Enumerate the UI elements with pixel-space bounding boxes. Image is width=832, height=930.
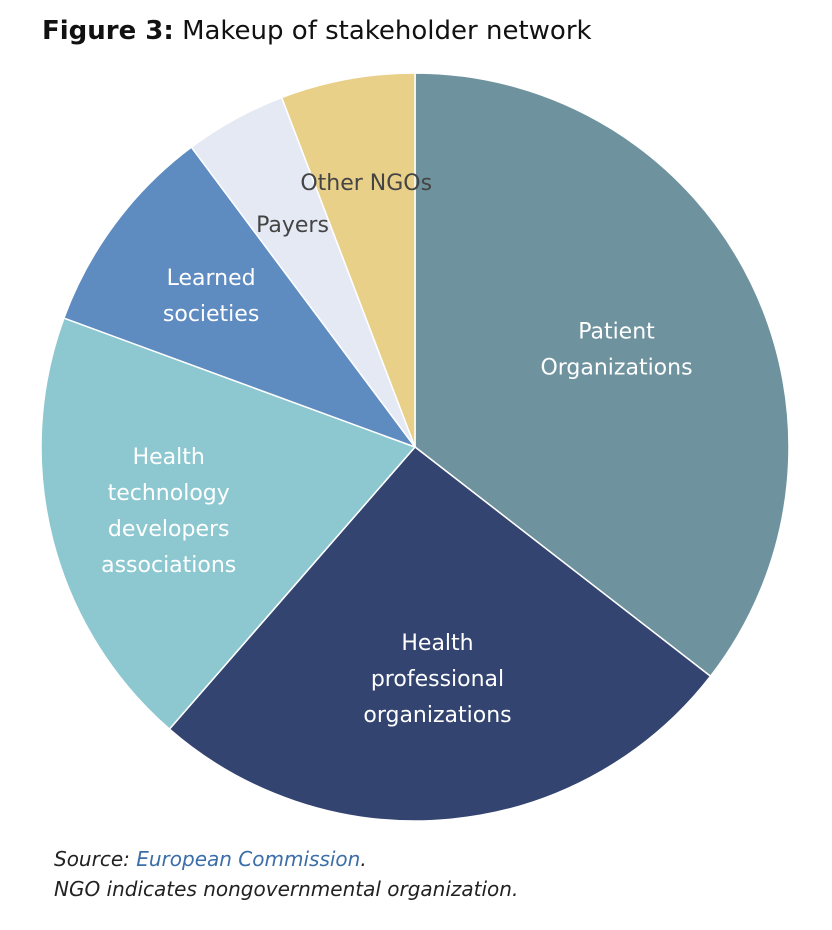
- figure-title: Figure 3: Makeup of stakeholder network: [42, 16, 592, 46]
- pie-slice-learned-societies: [62, 146, 418, 449]
- source-link[interactable]: European Commission: [136, 847, 361, 871]
- pie-label-other-ngos: Other NGOs: [300, 171, 432, 196]
- pie-slice-other-ngos: [280, 72, 416, 448]
- pie-slice-patient-organizations: [414, 72, 790, 678]
- pie-label-payers: Payers: [256, 213, 329, 238]
- pie-slice-health-technology-developers-associations: [40, 317, 417, 731]
- pie-label-health-technology-developers-associations: Health technology developers associations: [101, 445, 236, 578]
- note-line: NGO indicates nongovernmental organizati…: [54, 877, 519, 901]
- source-suffix: .: [360, 847, 367, 871]
- figure-title-text: Makeup of stakeholder network: [182, 16, 592, 46]
- pie-label-patient-organizations: Patient Organizations: [540, 319, 692, 380]
- pie-slice-health-professional-organizations: [168, 445, 712, 822]
- chart-footer: Source: European Commission. NGO indicat…: [54, 844, 518, 904]
- figure-number: Figure 3:: [42, 16, 174, 46]
- pie-label-health-professional-organizations: Health professional organizations: [363, 631, 511, 728]
- source-prefix: Source:: [54, 847, 137, 871]
- pie-label-learned-societies: Learned societies: [163, 266, 259, 327]
- source-line: Source: European Commission.: [54, 844, 518, 874]
